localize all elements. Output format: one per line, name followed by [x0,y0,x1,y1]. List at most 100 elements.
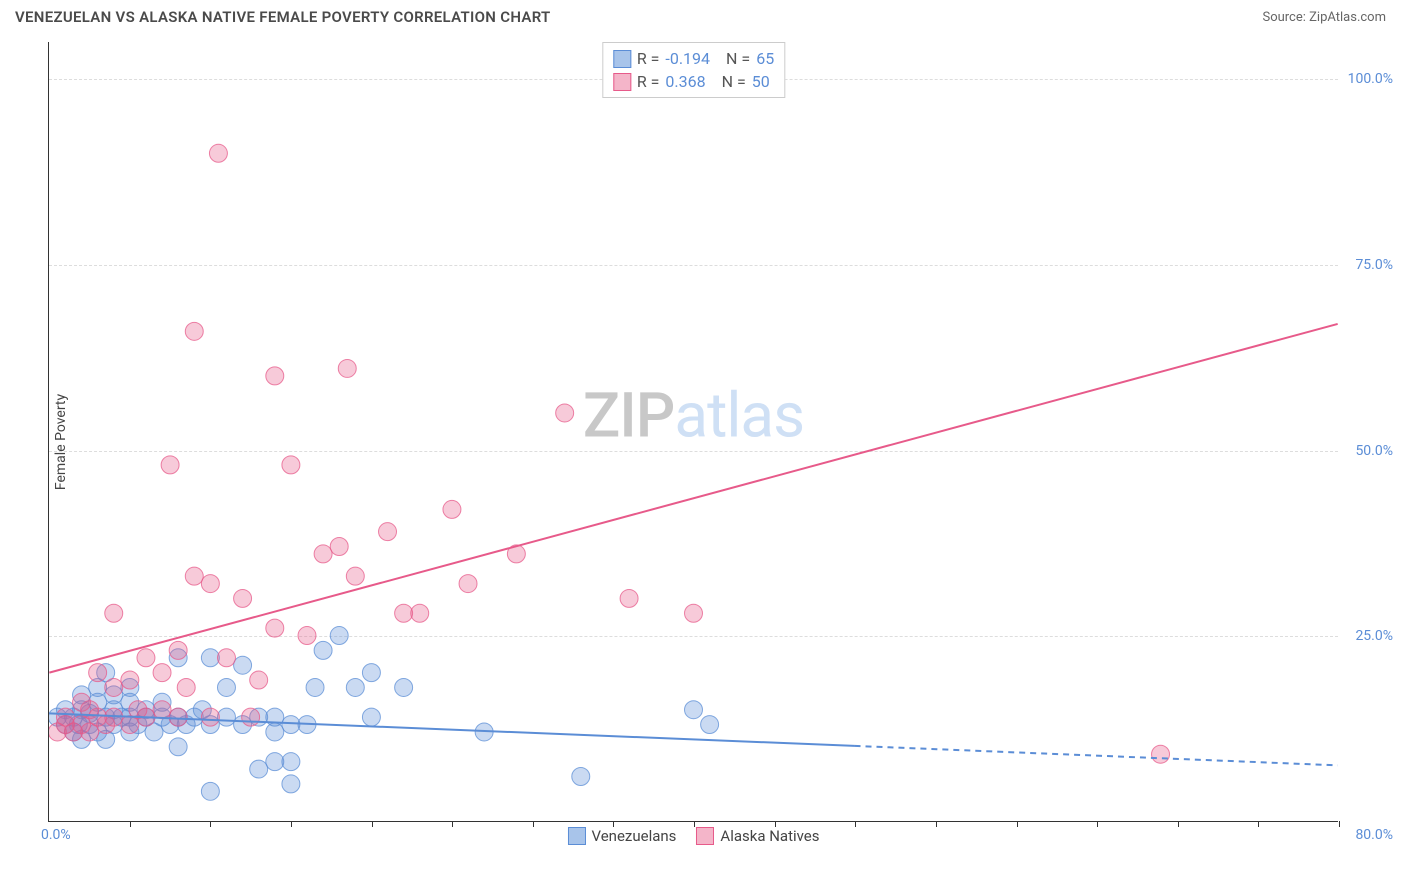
scatter-point [105,678,123,696]
scatter-point [685,701,703,719]
scatter-point [185,567,203,585]
scatter-point [121,671,139,689]
chart-header: VENEZUELAN VS ALASKA NATIVE FEMALE POVER… [0,0,1406,34]
scatter-point [234,589,252,607]
legend-swatch [567,827,585,845]
scatter-point [459,575,477,593]
scatter-point [330,538,348,556]
x-axis-tick [613,821,614,827]
scatter-point [282,753,300,771]
plot-svg [49,42,1338,821]
series-swatch [613,73,631,91]
x-axis-tick [1017,821,1018,827]
stat-r-value: 0.368 [665,72,705,91]
x-axis-tick [1097,821,1098,827]
scatter-point [217,649,235,667]
x-axis-tick [130,821,131,827]
source-label: Source: [1262,10,1309,25]
legend-item: Venezuelans [567,827,676,845]
scatter-point [266,367,284,385]
correlation-stats-box: R = -0.194 N = 65 R = 0.368 N = 50 [602,42,785,98]
legend-swatch [696,827,714,845]
legend-label: Venezuelans [591,827,676,845]
chart-area: Female Poverty ZIPatlas R = -0.194 N = 6… [48,42,1388,842]
scatter-point [306,678,324,696]
scatter-point [201,649,219,667]
scatter-point [242,708,260,726]
scatter-point [169,738,187,756]
y-axis-tick-label: 100.0% [1348,71,1393,87]
scatter-plot: ZIPatlas R = -0.194 N = 65 R = 0.368 N =… [48,42,1338,822]
scatter-point [330,627,348,645]
scatter-point [234,656,252,674]
scatter-point [266,619,284,637]
scatter-point [169,708,187,726]
x-axis-tick [775,821,776,827]
scatter-point [298,627,316,645]
x-axis-max-label: 80.0% [1355,827,1393,843]
scatter-point [250,671,268,689]
chart-title: VENEZUELAN VS ALASKA NATIVE FEMALE POVER… [15,8,551,26]
scatter-point [556,404,574,422]
scatter-point [282,716,300,734]
x-axis-tick [936,821,937,827]
stats-row: R = 0.368 N = 50 [613,70,774,93]
y-axis-tick-label: 75.0% [1355,257,1393,273]
scatter-point [217,708,235,726]
scatter-point [250,760,268,778]
scatter-point [395,678,413,696]
scatter-point [282,775,300,793]
scatter-point [282,456,300,474]
stat-n-value: 50 [752,72,770,91]
stat-n-label: N = [726,49,750,68]
legend-label: Alaska Natives [720,827,819,845]
scatter-point [314,641,332,659]
stats-row: R = -0.194 N = 65 [613,47,774,70]
source-attribution: Source: ZipAtlas.com [1262,10,1386,25]
scatter-point [201,708,219,726]
scatter-point [153,664,171,682]
stat-n-value: 65 [756,49,774,68]
scatter-point [209,144,227,162]
x-axis-tick [1258,821,1259,827]
scatter-point [89,664,107,682]
x-axis-tick [1339,821,1340,827]
scatter-point [620,589,638,607]
scatter-point [338,359,356,377]
stat-r-value: -0.194 [665,49,710,68]
scatter-point [1152,745,1170,763]
stat-r-label: R = [637,72,660,91]
source-value: ZipAtlas.com [1309,10,1386,25]
scatter-point [362,664,380,682]
scatter-point [314,545,332,563]
scatter-point [701,716,719,734]
scatter-point [201,782,219,800]
scatter-point [379,523,397,541]
y-axis-tick-label: 50.0% [1355,443,1393,459]
scatter-point [185,322,203,340]
scatter-point [266,753,284,771]
series-legend: Venezuelans Alaska Natives [567,827,819,845]
scatter-point [177,678,195,696]
scatter-point [217,678,235,696]
x-axis-tick [210,821,211,827]
x-axis-tick [452,821,453,827]
scatter-point [169,641,187,659]
x-axis-tick [694,821,695,827]
scatter-point [201,575,219,593]
scatter-point [105,604,123,622]
scatter-point [685,604,703,622]
x-axis-tick [291,821,292,827]
scatter-point [137,649,155,667]
scatter-point [153,701,171,719]
x-axis-tick [372,821,373,827]
x-axis-min-label: 0.0% [41,827,71,843]
legend-item: Alaska Natives [696,827,819,845]
scatter-point [443,500,461,518]
scatter-point [411,604,429,622]
scatter-point [572,767,590,785]
x-axis-tick [1178,821,1179,827]
scatter-point [161,456,179,474]
stat-n-label: N = [722,72,746,91]
series-swatch [613,50,631,68]
